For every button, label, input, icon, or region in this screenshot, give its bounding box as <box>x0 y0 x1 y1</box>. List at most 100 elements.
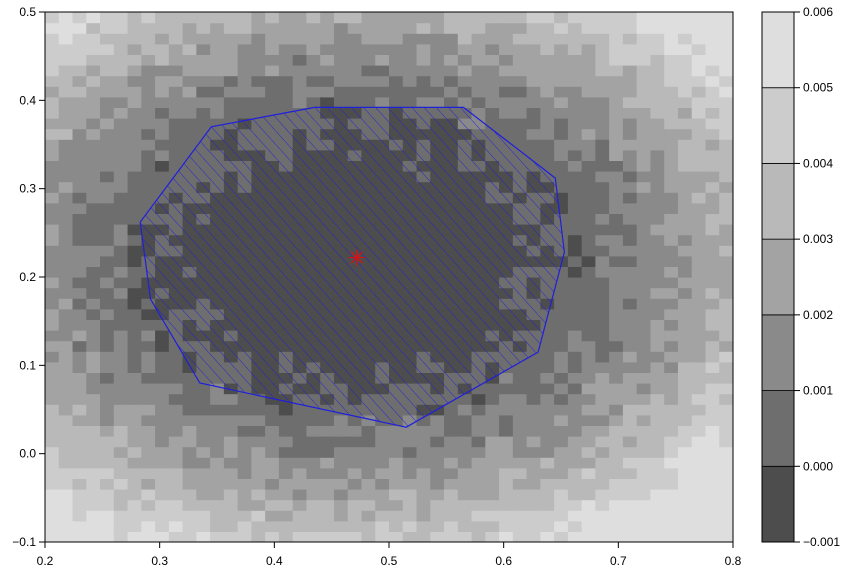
contour-cell <box>155 319 170 331</box>
contour-cell <box>499 531 514 542</box>
contour-cell <box>691 33 707 45</box>
contour-cell <box>691 499 707 511</box>
contour-cell <box>375 96 390 108</box>
contour-cell <box>581 181 596 193</box>
contour-cell <box>581 118 596 130</box>
contour-cell <box>141 298 156 310</box>
contour-cell <box>127 308 142 320</box>
contour-cell <box>265 404 280 416</box>
contour-cell <box>636 436 652 448</box>
contour-cell <box>526 351 541 363</box>
contour-cell <box>72 531 87 542</box>
contour-cell <box>705 330 720 342</box>
contour-cell <box>45 139 60 151</box>
contour-cell <box>86 478 101 490</box>
contour-cell <box>168 446 184 458</box>
contour-cell <box>168 393 184 405</box>
contour-cell <box>581 383 596 395</box>
contour-cell <box>650 372 665 384</box>
contour-cell <box>168 12 184 24</box>
contour-cell <box>609 202 624 214</box>
contour-cell <box>182 414 197 426</box>
contour-cell <box>719 75 733 87</box>
contour-cell <box>567 277 583 289</box>
contour-cell <box>430 425 445 437</box>
contour-cell <box>86 43 101 55</box>
contour-cell <box>609 510 624 522</box>
contour-cell <box>512 22 528 34</box>
contour-cell <box>127 457 142 469</box>
contour-cell <box>636 287 652 299</box>
contour-cell <box>389 520 404 532</box>
contour-cell <box>622 277 638 289</box>
contour-cell <box>512 499 528 511</box>
contour-cell <box>100 160 115 172</box>
contour-cell <box>168 86 184 98</box>
contour-cell <box>416 531 431 542</box>
contour-cell <box>58 65 74 77</box>
contour-cell <box>278 467 294 479</box>
contour-cell <box>691 510 707 522</box>
contour-cell <box>705 192 720 204</box>
contour-cell <box>72 202 87 214</box>
contour-cell <box>581 489 596 501</box>
contour-cell <box>210 86 225 98</box>
contour-cell <box>609 75 624 87</box>
contour-cell <box>540 12 555 24</box>
contour-cell <box>182 128 197 140</box>
contour-cell <box>677 245 693 257</box>
contour-cell <box>471 414 486 426</box>
contour-cell <box>512 361 528 373</box>
contour-cell <box>664 65 679 77</box>
contour-cell <box>45 96 60 108</box>
contour-cell <box>72 298 87 310</box>
contour-cell <box>609 149 624 161</box>
contour-cell <box>499 520 514 532</box>
contour-cell <box>58 128 74 140</box>
contour-cell <box>719 12 733 24</box>
contour-cell <box>719 149 733 161</box>
contour-cell <box>650 266 665 278</box>
contour-cell <box>306 414 321 426</box>
contour-cell <box>86 192 101 204</box>
contour-cell <box>278 510 294 522</box>
contour-cell <box>113 234 129 246</box>
contour-cell <box>471 404 486 416</box>
contour-cell <box>58 277 74 289</box>
contour-cell <box>292 531 308 542</box>
contour-cell <box>512 393 528 405</box>
contour-cell <box>86 255 101 267</box>
contour-cell <box>72 499 87 511</box>
contour-cell <box>86 107 101 119</box>
contour-cell <box>636 404 652 416</box>
contour-cell <box>636 520 652 532</box>
contour-cell <box>636 149 652 161</box>
contour-cell <box>554 65 569 77</box>
contour-cell <box>691 372 707 384</box>
contour-cell <box>609 414 624 426</box>
contour-cell <box>100 107 115 119</box>
contour-cell <box>471 43 486 55</box>
contour-cell <box>622 86 638 98</box>
contour-cell <box>581 287 596 299</box>
contour-cell <box>636 510 652 522</box>
contour-cell <box>609 54 624 66</box>
contour-cell <box>361 33 376 45</box>
contour-cell <box>526 414 541 426</box>
contour-cell <box>45 298 60 310</box>
contour-cell <box>705 499 720 511</box>
contour-cell <box>416 22 431 34</box>
contour-cell <box>677 298 693 310</box>
contour-cell <box>361 499 376 511</box>
contour-cell <box>471 489 486 501</box>
contour-cell <box>567 202 583 214</box>
contour-cell <box>58 351 74 363</box>
contour-cell <box>155 86 170 98</box>
contour-cell <box>581 277 596 289</box>
contour-cell <box>664 277 679 289</box>
contour-cell <box>58 404 74 416</box>
contour-cell <box>650 118 665 130</box>
contour-cell <box>622 361 638 373</box>
contour-cell <box>168 75 184 87</box>
contour-cell <box>636 22 652 34</box>
